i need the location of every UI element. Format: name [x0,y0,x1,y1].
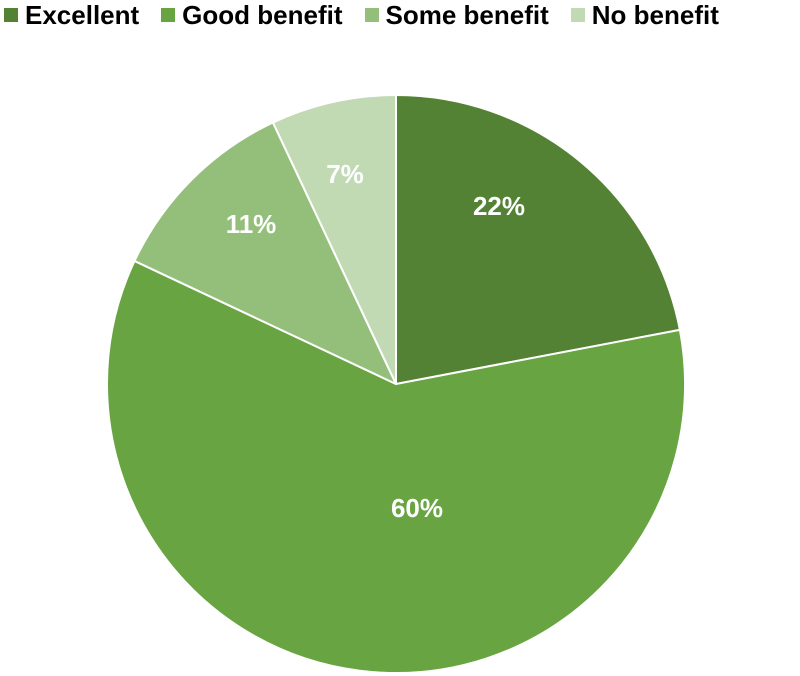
pie-label-no-benefit: 7% [326,159,364,189]
pie-label-excellent: 22% [473,191,525,221]
legend-swatch-good-benefit [161,8,176,22]
legend-item-some-benefit: Some benefit [364,0,549,30]
legend-swatch-no-benefit [570,8,585,22]
pie-slice-excellent [395,94,681,385]
pie-label-good-benefit: 60% [391,493,443,523]
pie-slice-good-benefit [106,259,686,674]
legend-item-no-benefit: No benefit [570,0,719,30]
legend: Excellent Good benefit Some benefit No b… [4,0,719,30]
pie-slice-some-benefit [133,121,397,385]
legend-swatch-excellent [4,8,18,22]
legend-label-good-benefit: Good benefit [182,0,343,30]
legend-label-no-benefit: No benefit [591,0,719,30]
legend-item-good-benefit: Good benefit [161,0,343,30]
legend-label-excellent: Excellent [25,0,140,30]
legend-swatch-some-benefit [364,8,379,22]
pie-label-some-benefit: 11% [226,209,277,239]
pie-slice-no-benefit [271,94,397,385]
legend-label-some-benefit: Some benefit [385,0,549,30]
legend-item-excellent: Excellent [4,2,139,28]
